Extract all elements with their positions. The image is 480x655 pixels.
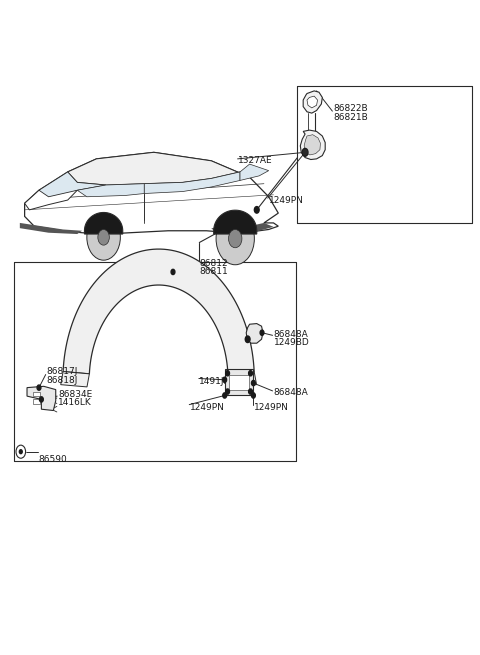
Circle shape	[216, 212, 254, 265]
Circle shape	[98, 229, 109, 245]
Polygon shape	[24, 190, 77, 210]
Circle shape	[249, 389, 252, 394]
Polygon shape	[27, 386, 56, 411]
Text: 86848A: 86848A	[274, 329, 308, 339]
Text: 1249PN: 1249PN	[254, 403, 289, 412]
Polygon shape	[20, 223, 82, 234]
Polygon shape	[303, 91, 323, 113]
Circle shape	[223, 393, 227, 398]
Polygon shape	[307, 96, 318, 108]
Text: 1327AE: 1327AE	[238, 157, 272, 165]
Text: 86818J: 86818J	[46, 376, 78, 385]
Polygon shape	[211, 223, 274, 233]
Polygon shape	[24, 153, 278, 234]
Circle shape	[249, 371, 252, 376]
Text: 1249PN: 1249PN	[269, 196, 303, 204]
Polygon shape	[300, 130, 325, 160]
Circle shape	[252, 381, 255, 386]
Polygon shape	[77, 183, 144, 196]
Text: 86822B: 86822B	[333, 104, 368, 113]
Polygon shape	[63, 249, 254, 374]
Text: 86817J: 86817J	[46, 367, 78, 377]
Text: 86834E: 86834E	[58, 390, 92, 399]
Text: 86821B: 86821B	[333, 113, 368, 122]
Text: 86590: 86590	[38, 455, 67, 464]
Polygon shape	[225, 369, 253, 396]
Circle shape	[303, 150, 307, 155]
Polygon shape	[214, 210, 257, 234]
Polygon shape	[228, 371, 257, 387]
Text: 1249BD: 1249BD	[274, 338, 309, 347]
Circle shape	[228, 229, 242, 248]
Circle shape	[171, 269, 175, 274]
Circle shape	[245, 336, 250, 343]
Polygon shape	[33, 392, 40, 396]
Polygon shape	[33, 400, 40, 404]
Circle shape	[302, 149, 308, 157]
Polygon shape	[144, 172, 240, 193]
Circle shape	[87, 214, 120, 260]
Text: 86812: 86812	[199, 259, 228, 268]
Circle shape	[19, 450, 22, 454]
Polygon shape	[60, 371, 89, 387]
Polygon shape	[39, 172, 106, 196]
Text: 86811: 86811	[199, 267, 228, 276]
Circle shape	[260, 330, 264, 335]
Circle shape	[226, 389, 229, 394]
Circle shape	[233, 220, 237, 225]
Text: 86848A: 86848A	[274, 388, 308, 398]
Polygon shape	[68, 153, 250, 185]
Circle shape	[252, 393, 255, 398]
Polygon shape	[240, 164, 269, 180]
Circle shape	[226, 371, 229, 376]
Circle shape	[16, 445, 25, 458]
Polygon shape	[246, 324, 263, 343]
Polygon shape	[229, 375, 249, 390]
Circle shape	[39, 397, 43, 402]
Circle shape	[223, 377, 227, 383]
Text: 1416LK: 1416LK	[58, 398, 92, 407]
Polygon shape	[304, 135, 321, 155]
Circle shape	[37, 385, 41, 390]
Text: 1249PN: 1249PN	[190, 403, 225, 412]
Polygon shape	[84, 212, 123, 234]
Circle shape	[254, 206, 259, 213]
Text: 1491JB: 1491JB	[199, 377, 231, 386]
